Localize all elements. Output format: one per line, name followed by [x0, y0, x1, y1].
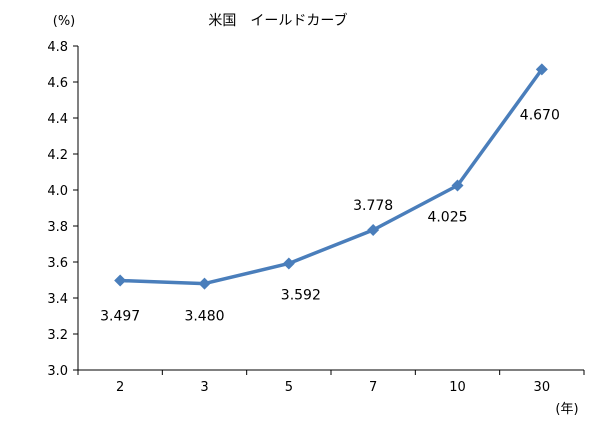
data-point: [451, 179, 464, 192]
chart-title: 米国 イールドカーブ: [208, 12, 347, 29]
x-tick-label: 10: [449, 380, 466, 395]
y-tick-label: 4.2: [47, 148, 68, 163]
data-label: 3.497: [100, 309, 140, 325]
data-point: [198, 277, 211, 290]
y-tick-label: 4.6: [47, 76, 68, 91]
data-point: [367, 223, 380, 236]
y-tick-label: 3.2: [47, 328, 68, 343]
data-point: [282, 257, 295, 270]
data-label: 3.592: [281, 287, 321, 303]
x-tick-label: 7: [369, 380, 377, 395]
x-ticks: 2 3 5 7 10 30: [77, 370, 585, 395]
y-axis-label: (%): [53, 14, 76, 29]
data-label: 4.025: [427, 210, 467, 226]
series-line: [120, 68, 544, 286]
data-label: 3.778: [353, 198, 393, 214]
y-tick-label: 3.0: [47, 364, 68, 379]
y-tick-label: 3.4: [47, 292, 68, 307]
y-tick-label: 3.6: [47, 256, 68, 271]
data-label: 3.480: [184, 309, 224, 325]
data-point: [114, 274, 127, 287]
y-tick-label: 4.0: [47, 184, 68, 199]
series-group: 3.497 3.480 3.592 3.778 4.025 4.670: [100, 63, 560, 325]
x-tick-label: 2: [116, 380, 124, 395]
data-label: 4.670: [520, 107, 560, 123]
y-ticks: 3.0 3.2 3.4 3.6 3.8 4.0 4.2 4.4 4.6 4.8: [47, 40, 78, 379]
y-tick-label: 4.4: [47, 112, 68, 127]
y-tick-label: 4.8: [47, 40, 68, 55]
x-tick-label: 30: [534, 380, 551, 395]
y-tick-label: 3.8: [47, 220, 68, 235]
data-point: [535, 63, 548, 76]
x-axis-label: (年): [555, 402, 578, 417]
x-tick-label: 3: [200, 380, 208, 395]
x-tick-label: 5: [285, 380, 293, 395]
